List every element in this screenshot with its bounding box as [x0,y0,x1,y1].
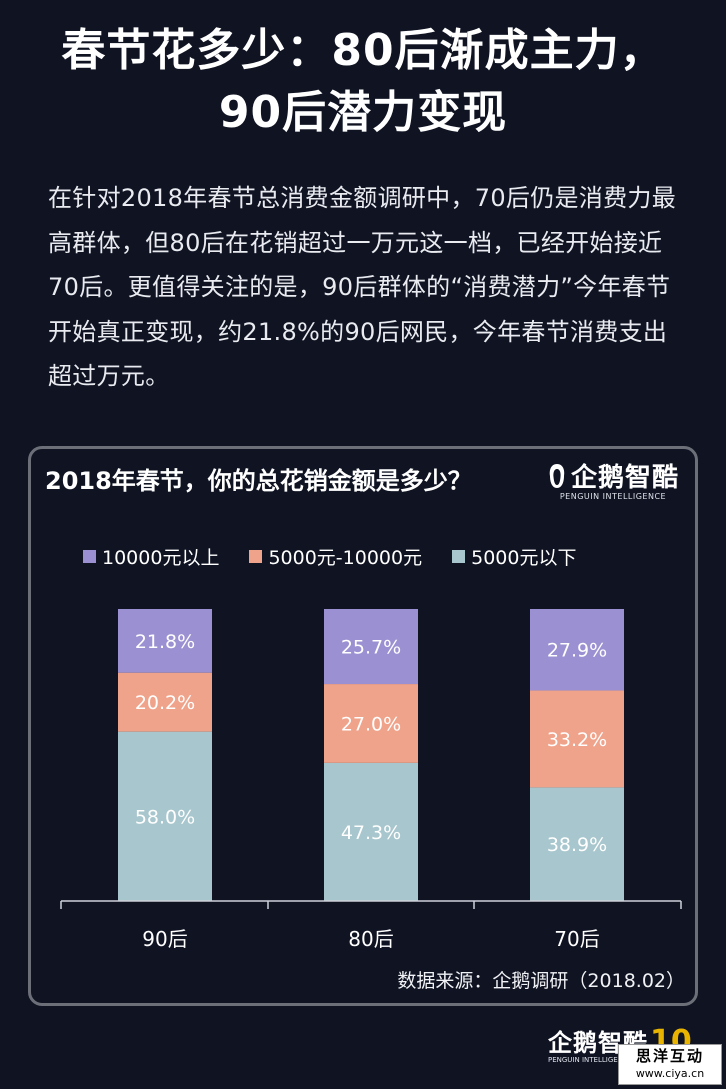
bar-segment-over-10000 [530,609,624,691]
legend-item-over-10000: 10000元以上 [83,543,219,570]
legend-swatch [452,550,466,563]
legend-label: 5000元以下 [471,547,577,569]
data-label: 27.0% [341,713,401,735]
legend-item-5000-10000: 5000元-10000元 [249,543,422,570]
x-tick-label: 80后 [348,927,393,951]
bar-segment-under-5000 [324,762,418,901]
chart-card: 2018年春节，你的总花销金额是多少？ 企鹅智酷 PENGUIN INTELLI… [28,446,698,1006]
page-title: 春节花多少：80后渐成主力， 90后潜力变现 [0,20,726,144]
data-label: 33.2% [547,729,607,751]
chart-title: 2018年春节，你的总花销金额是多少？ [45,467,472,495]
bar-segment-5000-10000 [530,690,624,788]
bar-segment-5000-10000 [118,672,212,732]
data-source: 数据来源：企鹅调研（2018.02） [397,970,685,992]
title-line-2: 90后潜力变现 [218,87,508,138]
data-label: 58.0% [135,806,195,828]
brand-logo: 企鹅智酷 PENGUIN INTELLIGENCE [547,457,679,501]
bar-segment-5000-10000 [324,684,418,763]
legend-label: 10000元以上 [102,547,220,569]
bar-segment-over-10000 [118,609,212,673]
x-tick-label: 90后 [142,927,187,951]
data-label: 38.9% [547,834,607,856]
legend-item-under-5000: 5000元以下 [452,543,576,570]
legend-swatch [83,550,96,563]
logo-subtext: PENGUIN INTELLIGENCE [559,492,667,501]
title-line-1: 春节花多少：80后渐成主力， [61,25,665,76]
data-label: 20.2% [135,692,195,714]
logo-text: 企鹅智酷 [570,463,679,493]
chart-legend: 10000元以上 5000元-10000元 5000元以下 [83,543,576,570]
watermark-name: 思洋互动 [635,1047,704,1065]
data-label: 25.7% [341,637,401,659]
legend-swatch [249,550,263,563]
stacked-bar-chart: 58.0% 20.2% 21.8% 90后 47.3% 27.0% 25.7% 80后 38.9… [60,609,682,951]
legend-label: 5000元-10000元 [268,547,423,569]
penguin-icon [549,463,565,488]
data-label: 27.9% [547,640,607,662]
footer-logo-subtext: PENGUIN INTELLIGENCE [548,1056,633,1064]
data-label: 47.3% [341,822,401,844]
bar-segment-under-5000 [530,787,624,901]
data-label: 21.8% [135,631,195,653]
watermark: 思洋互动 www.ciya.cn [618,1044,722,1085]
bar-segment-over-10000 [324,609,418,685]
watermark-url: www.ciya.cn [635,1067,705,1080]
x-tick-label: 70后 [554,927,599,951]
bar-segment-under-5000 [118,731,212,901]
intro-paragraph: 在针对2018年春节总消费金额调研中，70后仍是消费力最高群体，但80后在花销超… [48,184,677,390]
